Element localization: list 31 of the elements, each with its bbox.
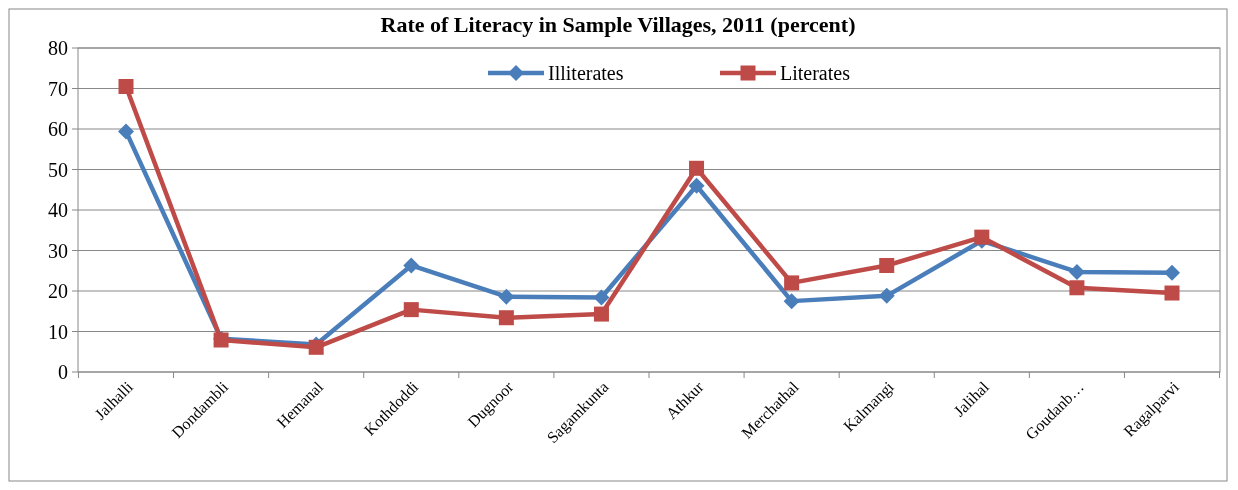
y-tick-label: 0 bbox=[58, 361, 68, 383]
point bbox=[1068, 263, 1085, 280]
point bbox=[688, 177, 705, 194]
y-tick-label: 60 bbox=[48, 118, 68, 140]
point bbox=[1069, 280, 1085, 296]
point bbox=[878, 287, 895, 304]
point bbox=[498, 288, 515, 305]
point bbox=[498, 310, 514, 326]
point bbox=[689, 160, 705, 176]
point bbox=[783, 293, 800, 310]
point bbox=[593, 289, 610, 306]
legend-label: Illiterates bbox=[548, 62, 624, 84]
point bbox=[593, 306, 609, 322]
y-tick-label: 20 bbox=[48, 280, 68, 302]
point bbox=[879, 257, 895, 273]
point bbox=[118, 123, 134, 140]
point bbox=[118, 78, 134, 94]
y-tick-label: 40 bbox=[48, 199, 68, 221]
point bbox=[1164, 285, 1180, 301]
y-tick-label: 70 bbox=[48, 77, 68, 100]
legend-label: Literates bbox=[780, 62, 851, 84]
point bbox=[974, 229, 990, 245]
y-tick-label: 80 bbox=[48, 37, 68, 59]
y-tick-label: 50 bbox=[48, 158, 68, 181]
point bbox=[1164, 264, 1180, 281]
chart-title: Rate of Literacy in Sample Villages, 2011 (percent) bbox=[380, 12, 856, 37]
y-tick-label: 30 bbox=[48, 239, 68, 262]
point bbox=[784, 275, 800, 291]
y-tick-label: 10 bbox=[48, 320, 68, 343]
point bbox=[403, 302, 419, 318]
point bbox=[403, 257, 420, 274]
